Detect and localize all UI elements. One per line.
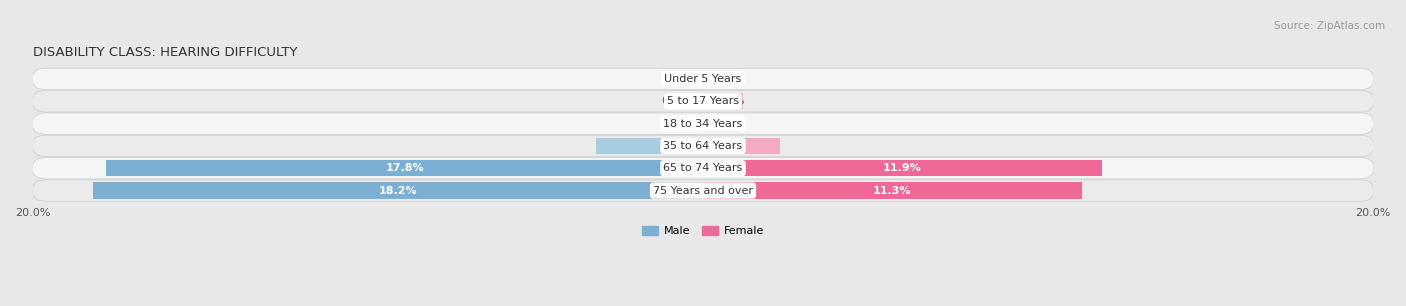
Text: DISABILITY CLASS: HEARING DIFFICULTY: DISABILITY CLASS: HEARING DIFFICULTY: [32, 46, 297, 59]
FancyBboxPatch shape: [32, 68, 1374, 90]
Text: 5 to 17 Years: 5 to 17 Years: [666, 96, 740, 106]
FancyBboxPatch shape: [32, 158, 1374, 179]
Bar: [703, 93, 744, 109]
Legend: Male, Female: Male, Female: [637, 222, 769, 241]
Bar: [596, 138, 703, 154]
FancyBboxPatch shape: [32, 135, 1374, 157]
Text: 18.2%: 18.2%: [378, 185, 418, 196]
Bar: [107, 160, 703, 176]
Text: 0.0%: 0.0%: [661, 74, 689, 84]
FancyBboxPatch shape: [32, 180, 1374, 201]
Text: 65 to 74 Years: 65 to 74 Years: [664, 163, 742, 173]
Text: 17.8%: 17.8%: [385, 163, 425, 173]
Text: 3.2%: 3.2%: [661, 141, 689, 151]
Text: 18 to 34 Years: 18 to 34 Years: [664, 119, 742, 129]
Text: 1.2%: 1.2%: [717, 96, 745, 106]
Text: 35 to 64 Years: 35 to 64 Years: [664, 141, 742, 151]
Text: 11.3%: 11.3%: [873, 185, 911, 196]
Text: 2.3%: 2.3%: [717, 141, 745, 151]
Bar: [703, 138, 780, 154]
Text: Under 5 Years: Under 5 Years: [665, 74, 741, 84]
Bar: [703, 116, 740, 132]
Bar: [703, 160, 1102, 176]
Text: 0.0%: 0.0%: [661, 119, 689, 129]
FancyBboxPatch shape: [32, 91, 1374, 112]
Text: 75 Years and over: 75 Years and over: [652, 185, 754, 196]
Bar: [703, 182, 1081, 199]
Text: Source: ZipAtlas.com: Source: ZipAtlas.com: [1274, 21, 1385, 32]
Bar: [93, 182, 703, 199]
FancyBboxPatch shape: [32, 113, 1374, 134]
Text: 11.9%: 11.9%: [883, 163, 922, 173]
Text: 0.0%: 0.0%: [717, 74, 745, 84]
Text: 0.0%: 0.0%: [661, 96, 689, 106]
Text: 1.1%: 1.1%: [717, 119, 745, 129]
